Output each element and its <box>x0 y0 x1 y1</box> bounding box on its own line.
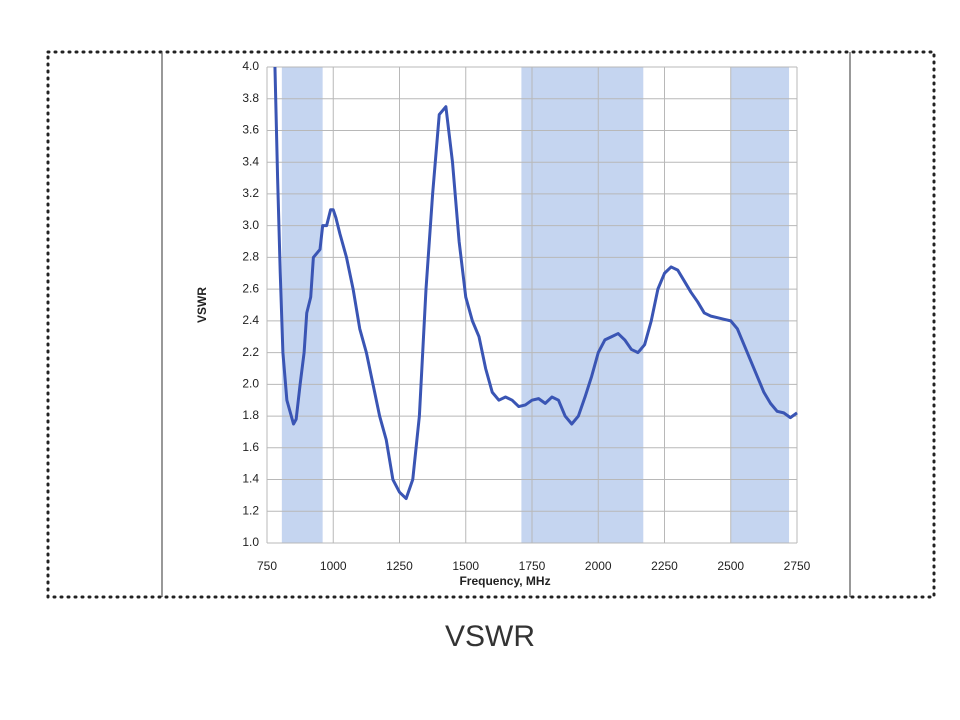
x-tick-label: 2500 <box>717 559 744 573</box>
dotted-frame <box>46 50 936 599</box>
x-tick-label: 2000 <box>585 559 612 573</box>
x-tick-label: 1750 <box>519 559 546 573</box>
plot: 1.0 1.2 1.4 1.6 1.8 2.0 2.2 2.4 2.6 2.8 3.0 3.2 3.4 3… <box>242 59 810 573</box>
y-tick-label: 1.0 <box>242 535 259 549</box>
y-tick-label: 2.4 <box>242 313 259 327</box>
data-line <box>273 66 798 501</box>
x-tick-label: 1250 <box>386 559 413 573</box>
caption: VSWR <box>445 620 535 653</box>
y-tick-label: 1.4 <box>242 472 259 486</box>
y-tick-label: 1.8 <box>242 408 259 422</box>
y-tick-label: 1.2 <box>242 503 259 517</box>
y-tick-label: 3.0 <box>242 218 259 232</box>
y-tick-label: 1.6 <box>242 440 259 454</box>
y-axis-label: VSWR <box>195 287 209 323</box>
band <box>730 67 790 543</box>
y-tick-label: 2.8 <box>242 250 259 264</box>
y-tick-label: 2.0 <box>242 377 259 391</box>
x-tick-label: 1000 <box>320 559 347 573</box>
y-tick-label: 2.2 <box>242 345 259 359</box>
x-tick-label: 750 <box>257 559 277 573</box>
x-axis-label: Frequency, MHz <box>459 574 550 588</box>
band <box>521 67 644 543</box>
y-tick-label: 3.6 <box>242 123 259 137</box>
y-tick-label: 3.4 <box>242 154 259 168</box>
band <box>281 67 323 543</box>
x-tick-label: 2750 <box>784 559 811 573</box>
x-tick-label: 2250 <box>651 559 678 573</box>
y-tick-label: 3.2 <box>242 186 259 200</box>
x-tick-label: 1500 <box>452 559 479 573</box>
y-tick-label: 2.6 <box>242 281 259 295</box>
y-tick-label: 4.0 <box>242 59 259 73</box>
y-tick-label: 3.8 <box>242 91 259 105</box>
